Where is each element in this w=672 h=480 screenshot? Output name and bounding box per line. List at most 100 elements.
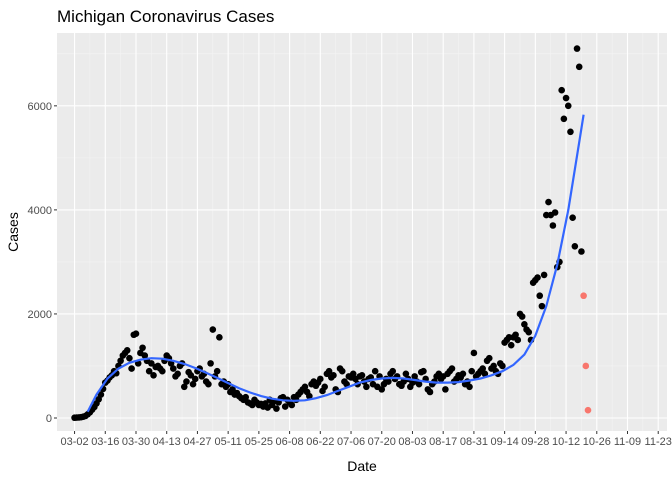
data-point (571, 243, 579, 250)
data-point (371, 367, 379, 375)
data-point (389, 367, 397, 375)
data-point (338, 367, 346, 375)
y-tick-label: 4000 (28, 205, 52, 217)
highlight-point (580, 292, 587, 300)
smooth-trend-line (86, 114, 585, 413)
data-point (569, 214, 576, 221)
data-point (540, 271, 548, 279)
data-point (349, 370, 357, 378)
data-point (126, 354, 133, 362)
x-tick-label: 03-30 (122, 436, 150, 448)
data-point (183, 378, 190, 385)
data-point (128, 365, 135, 372)
x-tick-label: 10-26 (583, 436, 611, 448)
data-point (229, 386, 236, 393)
data-point (560, 115, 568, 123)
data-point (385, 378, 392, 385)
data-point (448, 365, 456, 372)
x-tick-label: 08-03 (398, 436, 426, 448)
data-point (578, 248, 585, 255)
data-point (485, 354, 493, 362)
data-point (317, 375, 324, 383)
data-point (518, 313, 526, 320)
data-point (466, 383, 473, 391)
data-point (551, 209, 559, 216)
data-point (288, 401, 296, 409)
data-point (514, 336, 522, 344)
data-point (378, 386, 386, 393)
data-point (191, 375, 199, 383)
x-tick-label: 10-12 (552, 436, 580, 448)
data-point (325, 367, 333, 375)
data-point (117, 357, 124, 365)
data-point (499, 362, 506, 370)
data-point (306, 392, 313, 400)
data-point (209, 326, 217, 333)
data-point (459, 370, 467, 378)
data-point (512, 331, 519, 339)
data-point (141, 352, 149, 359)
data-point (132, 330, 140, 338)
x-tick-label: 06-22 (306, 436, 334, 448)
x-tick-label: 03-16 (91, 436, 119, 448)
data-point (545, 198, 552, 206)
data-point (187, 372, 195, 379)
y-tick-label: 2000 (28, 309, 52, 321)
x-tick-label: 08-31 (460, 436, 488, 448)
data-point (479, 365, 486, 372)
x-tick-label: 04-13 (153, 436, 181, 448)
data-point (159, 367, 166, 375)
x-axis-title: Date (347, 458, 377, 474)
x-tick-label: 06-08 (276, 436, 304, 448)
data-point (573, 45, 581, 52)
data-point (330, 372, 337, 379)
data-point (426, 388, 434, 396)
x-tick-label: 07-06 (337, 436, 365, 448)
data-point (442, 386, 449, 393)
data-point (301, 383, 309, 391)
data-point (534, 274, 541, 281)
data-point (169, 365, 177, 372)
x-tick-label: 05-11 (214, 436, 241, 448)
data-point (358, 372, 366, 379)
data-point (174, 370, 181, 378)
data-point (538, 302, 546, 310)
data-point (490, 362, 497, 370)
data-point (521, 321, 528, 328)
y-axis: 0 2000 4000 6000 (28, 101, 57, 425)
data-point (562, 94, 570, 102)
highlight-point (584, 406, 592, 414)
data-point (139, 344, 146, 352)
x-tick-label: 03-02 (60, 436, 88, 448)
x-tick-label: 09-14 (491, 436, 519, 448)
data-point (481, 370, 489, 378)
data-point (180, 383, 188, 391)
x-axis: 03-02 03-16 03-30 04-13 04-27 05-11 05-25 06-08… (60, 431, 672, 448)
data-point (575, 63, 583, 71)
data-point (415, 380, 423, 388)
data-point (567, 128, 574, 136)
data-point (536, 292, 544, 300)
data-point (507, 341, 515, 349)
data-point (207, 360, 214, 367)
data-point (468, 367, 476, 375)
data-point (213, 367, 221, 375)
data-point (470, 349, 478, 357)
x-tick-label: 11-09 (614, 436, 641, 448)
data-point (549, 222, 557, 229)
y-tick-label: 6000 (28, 101, 52, 113)
data-point (420, 367, 427, 375)
y-tick-label: 0 (46, 413, 52, 425)
x-tick-label: 05-25 (245, 436, 273, 448)
chart-title: Michigan Coronavirus Cases (57, 7, 274, 26)
data-point (321, 383, 328, 391)
data-point (123, 347, 131, 354)
highlight-point (582, 362, 590, 370)
data-point (402, 370, 410, 378)
data-point (558, 86, 565, 94)
data-point (281, 403, 289, 410)
y-axis-title: Cases (5, 212, 21, 252)
grid-minor (57, 33, 667, 431)
